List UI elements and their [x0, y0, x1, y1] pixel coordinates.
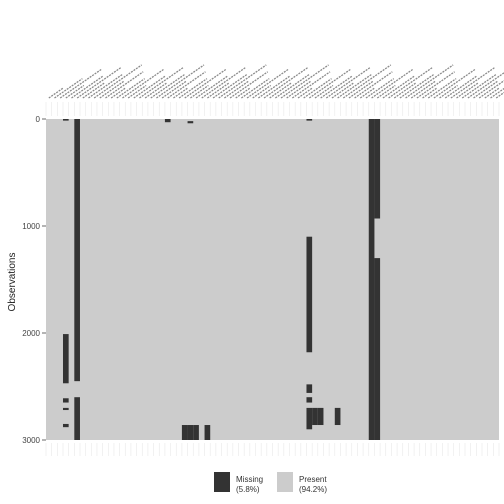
- missing-block: [63, 408, 69, 410]
- column-label-glyphs: [117, 79, 145, 98]
- missing-block: [306, 397, 312, 402]
- legend-missing-percent: (5.8%): [236, 485, 260, 494]
- y-tick-label: 2000: [22, 329, 40, 338]
- missing-block: [63, 398, 69, 402]
- y-tick-label: 3000: [22, 436, 40, 445]
- missing-block: [374, 119, 380, 219]
- missing-block: [318, 408, 324, 425]
- legend-missing-swatch: [214, 472, 230, 492]
- column-label-glyphs: [54, 79, 82, 98]
- column-label-glyphs: [292, 72, 330, 98]
- missing-block: [193, 425, 199, 440]
- legend-missing-label: Missing: [236, 475, 263, 484]
- column-label-glyphs: [428, 79, 456, 98]
- column-label-glyphs: [326, 67, 370, 98]
- column-label-glyphs: [417, 72, 455, 98]
- present-background: [46, 119, 499, 440]
- missing-block: [63, 334, 69, 383]
- column-label-glyphs: [304, 79, 332, 98]
- legend-present-swatch: [277, 472, 293, 492]
- missing-block: [306, 408, 312, 429]
- missing-block: [165, 119, 171, 122]
- column-label-glyphs: [332, 83, 353, 98]
- missing-block: [182, 425, 188, 440]
- column-label-glyphs: [457, 83, 478, 98]
- column-label-glyphs: [207, 83, 228, 98]
- y-tick-label: 0: [36, 115, 41, 124]
- column-label-glyphs: [202, 67, 246, 98]
- column-label-glyphs: [355, 72, 393, 98]
- column-label-glyphs: [394, 83, 415, 98]
- missing-block: [335, 408, 341, 425]
- column-label-glyphs: [105, 72, 143, 98]
- y-tick-label: 1000: [22, 222, 40, 231]
- missing-block: [74, 397, 80, 440]
- missing-block: [374, 258, 380, 440]
- column-label-glyphs: [179, 79, 207, 98]
- column-label-glyphs: [366, 79, 394, 98]
- column-label-glyphs: [389, 67, 433, 98]
- missing-block: [205, 425, 211, 440]
- legend-present-label: Present: [299, 475, 327, 484]
- missing-block: [306, 119, 312, 121]
- legend-present-percent: (94.2%): [299, 485, 327, 494]
- legend: Missing (5.8%) Present (94.2%): [214, 472, 327, 494]
- missing-block: [188, 121, 194, 123]
- y-axis: 0 1000 2000 3000: [22, 115, 46, 445]
- missing-block: [306, 237, 312, 353]
- column-label-glyphs: [241, 79, 269, 98]
- column-labels: [49, 65, 504, 98]
- missing-block: [306, 384, 312, 393]
- column-label-glyphs: [139, 67, 183, 98]
- missing-block: [63, 119, 69, 121]
- column-label-glyphs: [264, 67, 308, 98]
- column-label-glyphs: [270, 83, 291, 98]
- column-label-glyphs: [77, 67, 121, 98]
- missing-block: [74, 119, 80, 381]
- column-label-glyphs: [230, 72, 268, 98]
- missing-block: [188, 425, 194, 440]
- y-axis-title: Observations: [7, 253, 18, 312]
- missing-block: [63, 424, 69, 427]
- column-label-glyphs: [451, 67, 495, 98]
- column-label-glyphs: [145, 83, 166, 98]
- missing-block: [369, 119, 375, 440]
- column-label-glyphs: [168, 72, 206, 98]
- missing-block: [312, 408, 318, 425]
- column-label-glyphs: [83, 83, 104, 98]
